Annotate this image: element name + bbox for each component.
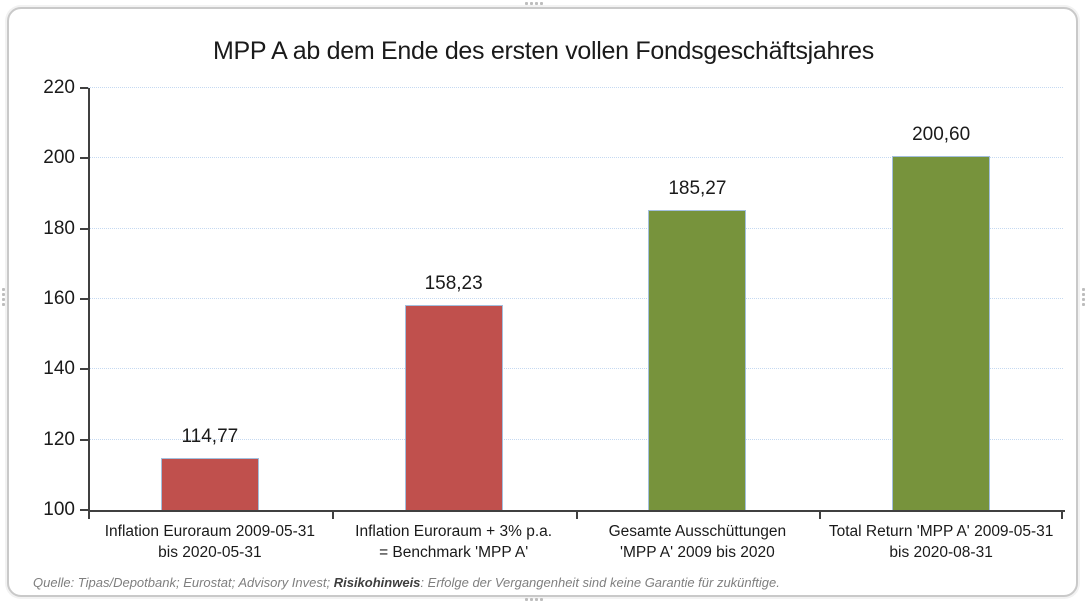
y-axis-label: 180 <box>43 217 75 239</box>
y-axis-label: 140 <box>43 358 75 380</box>
category-label-line: Inflation Euroraum + 3% p.a. <box>355 523 553 540</box>
y-axis-tick <box>80 227 88 230</box>
gridline <box>88 298 1063 299</box>
y-axis-tick <box>80 509 88 511</box>
resize-handle-top[interactable] <box>525 2 543 5</box>
category-label-line: 'MPP A' 2009 bis 2020 <box>620 543 775 561</box>
category-label: Total Return 'MPP A' 2009-05-31 bis 2020-… <box>819 522 1063 564</box>
y-axis-label: 200 <box>43 147 75 169</box>
gridline <box>88 227 1063 229</box>
gridline <box>88 438 1063 440</box>
y-axis-line <box>88 88 90 510</box>
resize-handle-left[interactable] <box>2 288 5 306</box>
bar[interactable] <box>160 458 259 510</box>
chart-title: MPP A ab dem Ende des ersten vollen Fond… <box>213 37 874 65</box>
y-axis-tick <box>80 438 88 441</box>
bar-value-label: 185,27 <box>668 178 727 200</box>
category-label: Inflation Euroraum 2009-05-31 bis 2020-05… <box>88 522 332 564</box>
resize-handle-bottom[interactable] <box>525 598 543 601</box>
bar[interactable] <box>648 210 747 510</box>
x-axis-tick <box>1061 512 1063 519</box>
category-label-line: Gesamte Ausschüttungen <box>608 523 787 540</box>
category-label-line: Total Return 'MPP A' 2009-05-31 <box>828 523 1054 540</box>
source-risk-note: Quelle: Tipas/Depotbank; Eurostat; Advis… <box>33 575 780 590</box>
category-label-line: = Benchmark 'MPP A' <box>379 543 529 561</box>
x-axis-tick <box>575 512 578 519</box>
y-axis-label: 100 <box>43 499 75 520</box>
y-axis-label: 120 <box>43 428 75 450</box>
gridline <box>88 368 1063 370</box>
gridline <box>88 87 1063 88</box>
x-axis-tick <box>88 512 90 519</box>
source-text: Quelle: Tipas/Depotbank; Eurostat; Advis… <box>33 575 334 590</box>
risk-text: : Erfolge der Vergangenheit sind keine G… <box>420 575 780 590</box>
risk-label: Risikohinweis <box>333 575 421 590</box>
bar[interactable] <box>892 156 991 510</box>
category-label-line: Inflation Euroraum 2009-05-31 <box>104 523 315 540</box>
category-label-line: bis 2020-08-31 <box>889 543 993 561</box>
bar-value-label: 200,60 <box>912 124 971 146</box>
resize-handle-right[interactable] <box>1082 288 1085 306</box>
bar-value-label: 114,77 <box>181 426 239 448</box>
y-axis-tick <box>80 368 88 371</box>
x-axis-tick <box>819 512 822 519</box>
y-axis-label: 220 <box>43 77 75 98</box>
category-label-line: bis 2020-05-31 <box>158 543 262 561</box>
y-axis-tick <box>80 298 88 300</box>
x-axis-tick <box>331 512 334 519</box>
category-label: Gesamte Ausschüttungen 'MPP A' 2009 bis 2… <box>576 522 820 564</box>
y-axis-tick <box>80 157 88 160</box>
bar[interactable] <box>404 305 503 510</box>
bar-value-label: 158,23 <box>424 273 483 295</box>
gridline <box>88 157 1063 159</box>
category-label: Inflation Euroraum + 3% p.a. = Benchmark … <box>332 522 576 564</box>
y-axis-tick <box>80 87 88 89</box>
x-axis-line <box>88 510 1065 512</box>
y-axis-label: 160 <box>43 288 75 309</box>
